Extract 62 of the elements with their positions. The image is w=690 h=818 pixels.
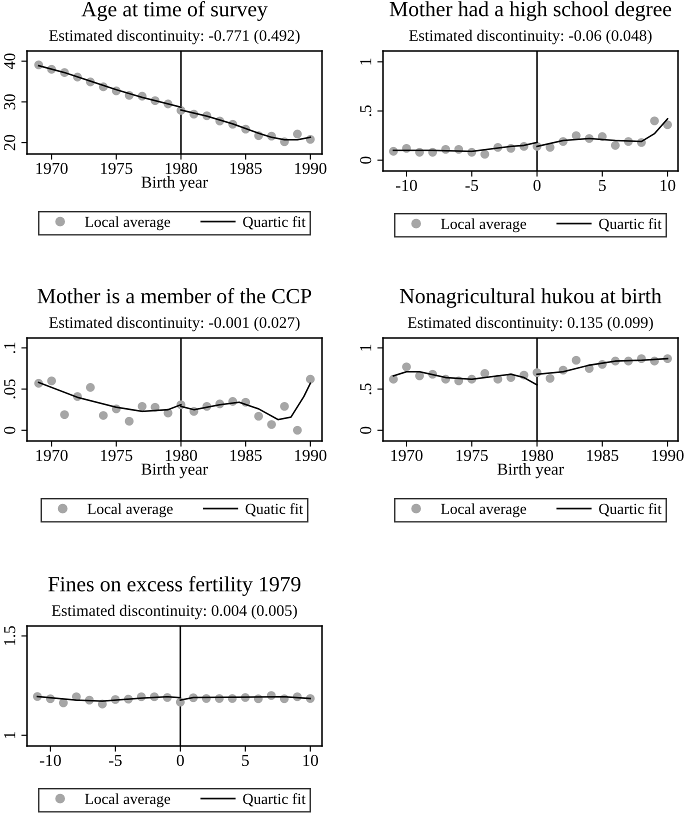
y-tick-label: 20 bbox=[4, 134, 16, 150]
legend-label: Local average bbox=[85, 216, 170, 230]
x-tick-label: 5 bbox=[599, 180, 606, 192]
chart-subtitle: Estimated discontinuity: 0.135 (0.099) bbox=[408, 316, 653, 332]
x-tick-label: 1980 bbox=[166, 162, 197, 174]
x-tick-label: 1975 bbox=[101, 162, 132, 174]
legend-label: Quatic fit bbox=[246, 503, 304, 516]
x-tick-label: 1990 bbox=[295, 162, 326, 174]
x-tick-label: 5 bbox=[242, 754, 249, 766]
x-tick-label: 1985 bbox=[230, 450, 262, 462]
y-tick-label: .5 bbox=[360, 383, 372, 394]
chart-subtitle: Estimated discontinuity: -0.001 (0.027) bbox=[49, 316, 300, 332]
y-tick-label: 30 bbox=[4, 94, 16, 110]
legend-label: Local average bbox=[88, 503, 173, 518]
x-tick-label: 1990 bbox=[295, 450, 326, 462]
y-tick-label: 0 bbox=[4, 426, 16, 434]
x-tick-label: 10 bbox=[660, 180, 676, 192]
legend-label: Quartic fit bbox=[599, 218, 662, 232]
x-tick-label: 1980 bbox=[166, 450, 197, 462]
x-tick-label: -10 bbox=[40, 754, 61, 766]
x-tick-label: 1990 bbox=[652, 450, 684, 462]
x-tick-label: 1975 bbox=[456, 450, 488, 462]
legend-label: Quartic fit bbox=[243, 793, 306, 806]
y-tick-label: 0 bbox=[360, 156, 372, 164]
y-tick-label: .1 bbox=[4, 342, 16, 354]
y-tick-label: 1.5 bbox=[4, 626, 16, 645]
x-tick-label: 1970 bbox=[36, 162, 68, 174]
y-tick-label: .05 bbox=[4, 379, 16, 398]
chart-title: Age at time of survey bbox=[81, 1, 268, 21]
x-axis-title: Birth year bbox=[141, 176, 208, 192]
y-tick-label: 40 bbox=[4, 53, 16, 70]
x-tick-label: 1970 bbox=[36, 450, 68, 462]
x-tick-label: 1985 bbox=[230, 162, 262, 174]
y-tick-label: 1 bbox=[360, 344, 372, 351]
y-tick-label: 0 bbox=[360, 426, 372, 434]
x-tick-label: 1985 bbox=[587, 450, 618, 462]
chart-subtitle: Estimated discontinuity: 0.004 (0.005) bbox=[52, 604, 297, 620]
legend-label: Local average bbox=[441, 503, 526, 518]
x-tick-label: -10 bbox=[396, 180, 417, 192]
x-axis-title: Birth year bbox=[141, 463, 208, 478]
legend-label: Quartic fit bbox=[243, 216, 306, 230]
legend-label: Local average bbox=[441, 218, 526, 232]
x-tick-label: -5 bbox=[109, 754, 122, 766]
x-tick-label: 0 bbox=[533, 180, 541, 192]
x-tick-label: 10 bbox=[303, 754, 318, 766]
y-tick-label: .5 bbox=[360, 105, 372, 116]
legend-label: Quartic fit bbox=[599, 503, 662, 516]
x-tick-label: 1970 bbox=[391, 450, 423, 462]
y-tick-label: 1 bbox=[360, 58, 372, 65]
chart-subtitle: Estimated discontinuity: -0.06 (0.048) bbox=[409, 30, 652, 44]
x-axis-title: Birth year bbox=[497, 463, 564, 478]
chart-title: Mother had a high school degree bbox=[390, 1, 672, 21]
x-tick-label: 1980 bbox=[522, 450, 554, 462]
legend-label: Local average bbox=[85, 793, 170, 808]
x-tick-label: 0 bbox=[176, 754, 184, 766]
x-tick-label: 1975 bbox=[101, 450, 132, 462]
chart-title: Nonagricultural hukou at birth bbox=[400, 288, 662, 308]
y-tick-label: 1 bbox=[4, 732, 16, 738]
chart-title: Mother is a member of the CCP bbox=[38, 288, 312, 304]
chart-subtitle: Estimated discontinuity: -0.771 (0.492) bbox=[49, 30, 300, 44]
chart-title: Fines on excess fertility 1979 bbox=[48, 576, 300, 596]
x-tick-label: -5 bbox=[465, 180, 478, 192]
